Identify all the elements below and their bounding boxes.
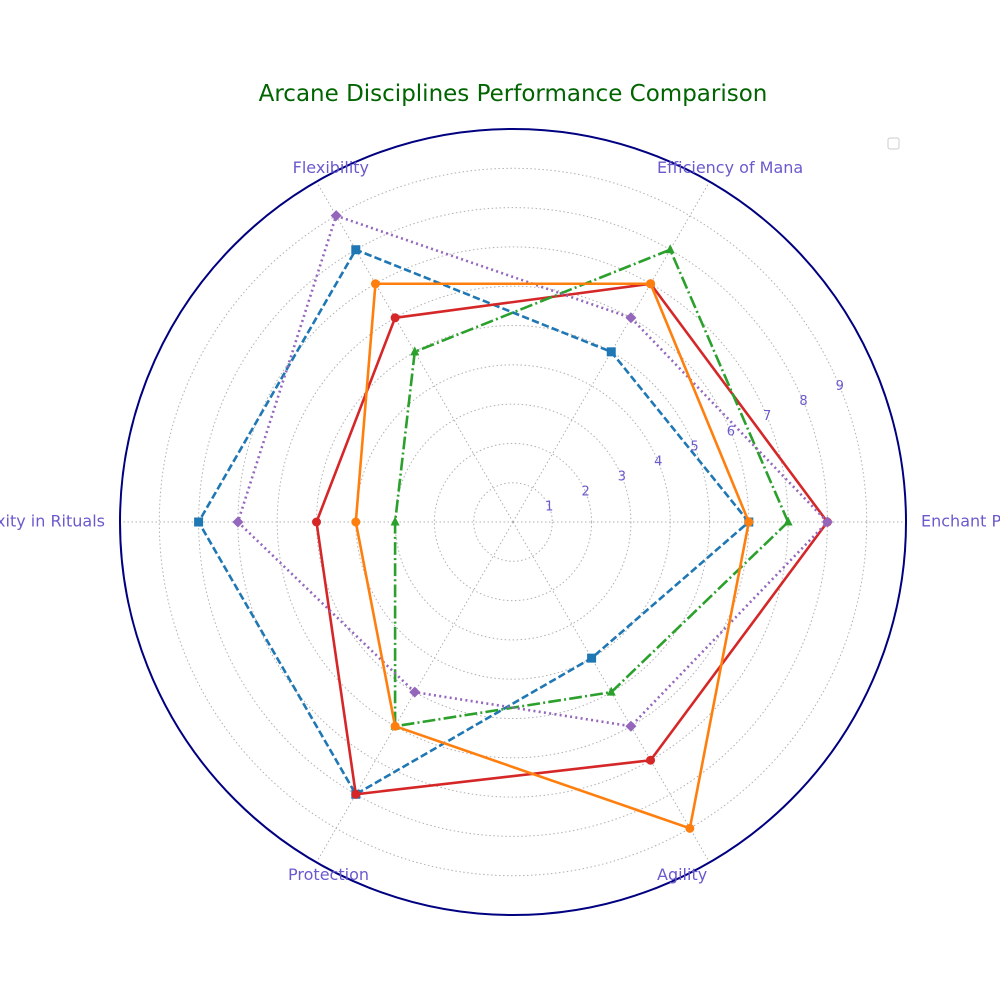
- series-4: [232, 210, 833, 732]
- axis-label: Flexibility: [293, 158, 369, 177]
- grid-ring: [158, 167, 868, 877]
- axis-label: Complexity in Rituals: [0, 512, 105, 531]
- radial-tick-label: 9: [836, 379, 844, 394]
- data-point: [783, 516, 793, 526]
- radial-tick-label: 3: [618, 469, 626, 484]
- radial-tick-label: 8: [799, 394, 807, 409]
- polar-frame: [119, 128, 907, 916]
- radial-tick-label: 7: [763, 409, 771, 424]
- data-point: [606, 347, 616, 357]
- data-point: [390, 516, 400, 526]
- legend-box: [887, 137, 900, 150]
- axis-label: Agility: [657, 865, 707, 884]
- data-point: [744, 517, 754, 527]
- data-point: [665, 244, 675, 254]
- data-point: [685, 823, 695, 833]
- data-point: [625, 312, 637, 324]
- data-point: [330, 210, 342, 222]
- data-point: [410, 346, 420, 356]
- data-point: [194, 517, 204, 527]
- data-point: [646, 279, 656, 289]
- chart-title: Arcane Disciplines Performance Compariso…: [259, 81, 768, 107]
- grid-ring: [473, 482, 553, 562]
- axis-label: Enchant Power: [921, 512, 1000, 531]
- grid-ring: [433, 442, 593, 602]
- data-point: [625, 720, 637, 732]
- radial-tick-label: 5: [690, 439, 698, 454]
- radial-tick-label: 2: [581, 484, 589, 499]
- data-point: [606, 686, 616, 696]
- data-point: [646, 755, 656, 765]
- data-point: [587, 653, 597, 663]
- data-point: [351, 517, 361, 527]
- series-5: [351, 279, 754, 833]
- data-point: [821, 516, 833, 528]
- data-point: [351, 245, 361, 255]
- data-point: [351, 789, 361, 799]
- axis-label: Efficiency of Mana: [657, 158, 803, 177]
- series-line: [236, 214, 829, 728]
- series-line: [354, 282, 751, 830]
- radial-tick-label: 6: [727, 424, 735, 439]
- data-point: [390, 313, 400, 323]
- data-point: [232, 516, 244, 528]
- data-point: [370, 279, 380, 289]
- radial-tick-label: 4: [654, 454, 662, 469]
- grid-ring: [394, 403, 632, 641]
- series-2: [312, 279, 832, 799]
- data-point: [390, 721, 400, 731]
- axis-label: Protection: [288, 865, 369, 884]
- label-layer: 1 2 3 4 5 6 7 8 9 Enchant Power Efficiency of Mana…: [0, 158, 1000, 884]
- radial-tick-label: 1: [545, 499, 553, 514]
- data-point: [409, 686, 421, 698]
- series-layer: [194, 210, 833, 833]
- data-point: [312, 517, 321, 527]
